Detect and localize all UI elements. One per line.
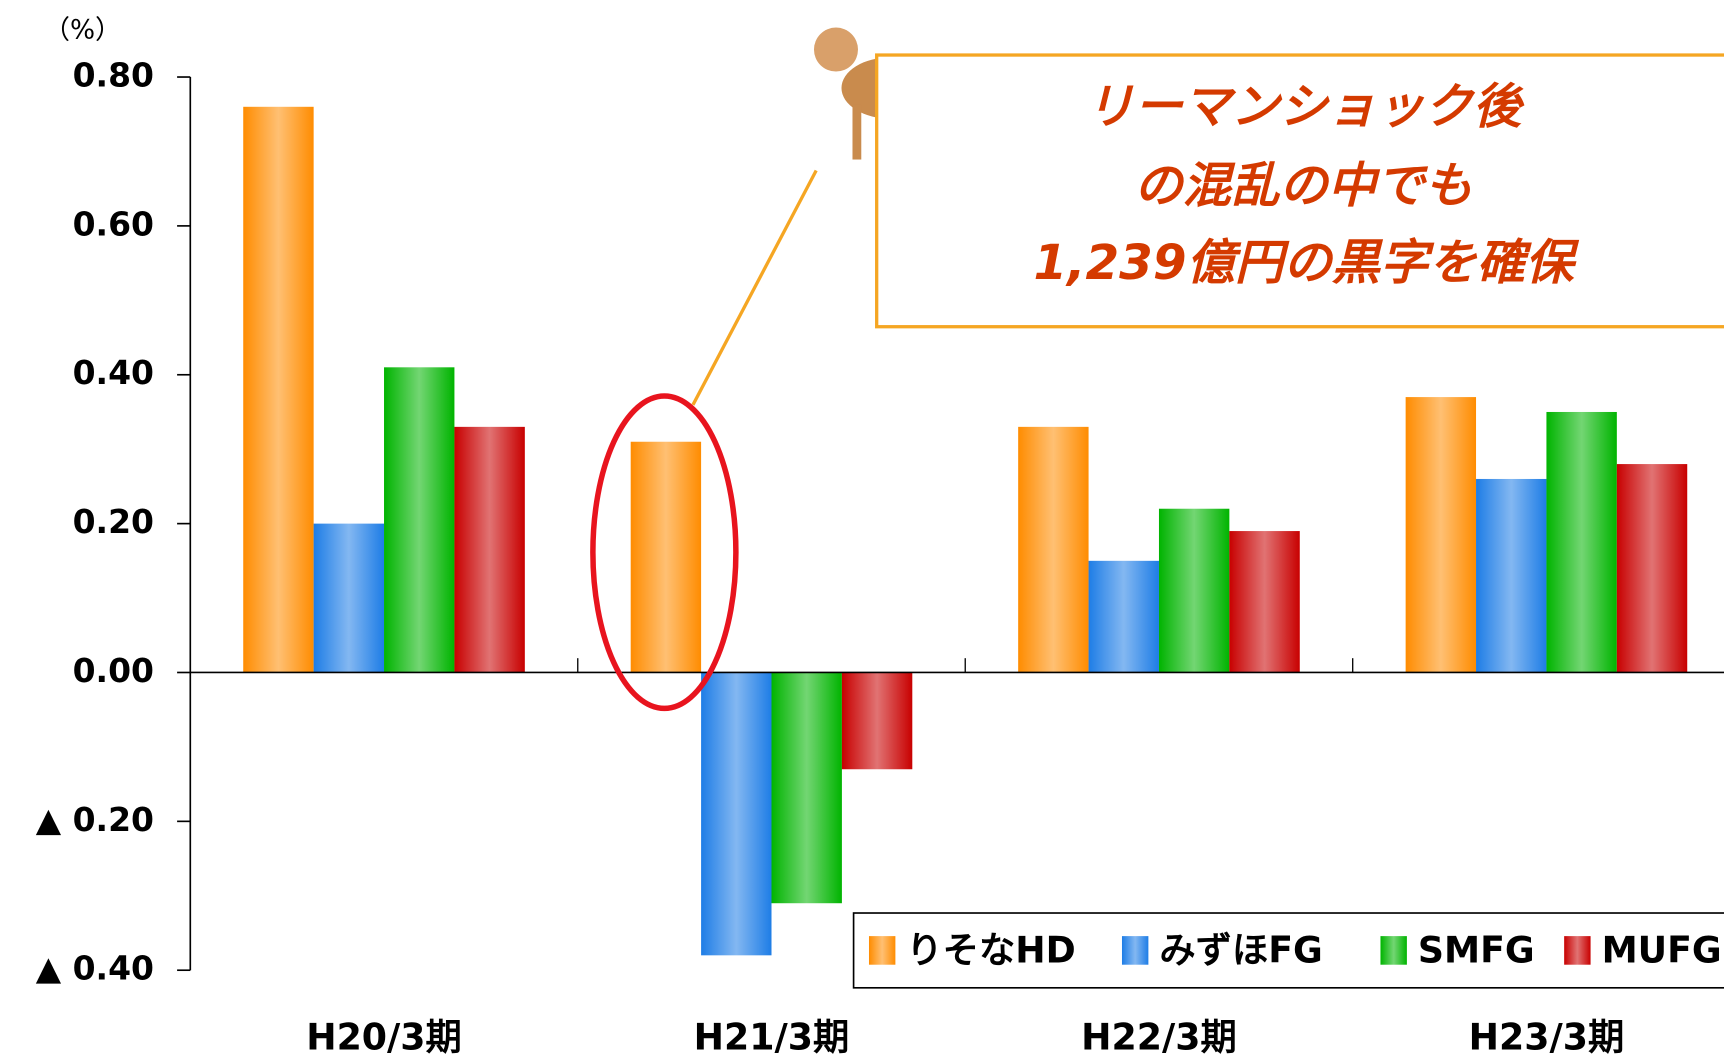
legend-swatch [868, 936, 896, 965]
x-tick-label: H23/3期 [1469, 1016, 1625, 1059]
x-tick-label: H22/3期 [1081, 1016, 1237, 1059]
legend-swatch [1380, 936, 1407, 965]
bar [1476, 478, 1547, 673]
bar [1546, 411, 1617, 673]
callout-line [691, 169, 818, 406]
annotation-text: の混乱の中でも [1134, 158, 1473, 214]
y-tick-label: 0.40 [73, 353, 154, 392]
highlight-ellipse [590, 393, 739, 712]
bar [1018, 426, 1089, 673]
legend-label: みずほFG [1159, 929, 1322, 972]
legend-swatch [1121, 936, 1149, 965]
plot: 0.80 0.60 0.40 0.20 0.00 ▲ 0.20 ▲ 0.40 H20/3期 H2… [36, 56, 1724, 1059]
legend-swatch [1564, 936, 1591, 965]
bar [384, 367, 455, 673]
legend-label: SMFG [1418, 929, 1535, 972]
bar [1405, 397, 1477, 673]
bar [701, 672, 772, 956]
annotation-text: リーマンショック後 [1086, 79, 1525, 135]
y-tick-label: 0.60 [73, 204, 154, 243]
bar [1088, 560, 1159, 673]
bar [841, 672, 913, 770]
y-tick-label: 0.20 [73, 502, 154, 541]
bar [1158, 508, 1230, 673]
annotation-box [875, 53, 1724, 329]
y-tick-label: 0.80 [73, 56, 154, 95]
legend-label: りそなHD [906, 929, 1075, 972]
y-tick-label: ▲ 0.40 [36, 949, 154, 988]
bar [243, 106, 314, 673]
y-tick-label: ▲ 0.20 [36, 800, 154, 839]
x-tick-label: H21/3期 [694, 1016, 850, 1059]
x-tick-label: H20/3期 [306, 1016, 462, 1059]
bar [630, 441, 702, 673]
bar [771, 672, 842, 904]
bar [1229, 531, 1300, 673]
bar [313, 523, 385, 673]
annotation-text: 1,239億円の黒字を確保 [1033, 235, 1580, 291]
legend-label: MUFG [1602, 929, 1722, 972]
legend: りそなHD みずほFG SMFG MUFG [868, 929, 1722, 972]
bar [1616, 464, 1688, 673]
y-unit: （%） [44, 15, 122, 45]
bar [454, 426, 525, 673]
y-tick-label: 0.00 [73, 651, 154, 690]
